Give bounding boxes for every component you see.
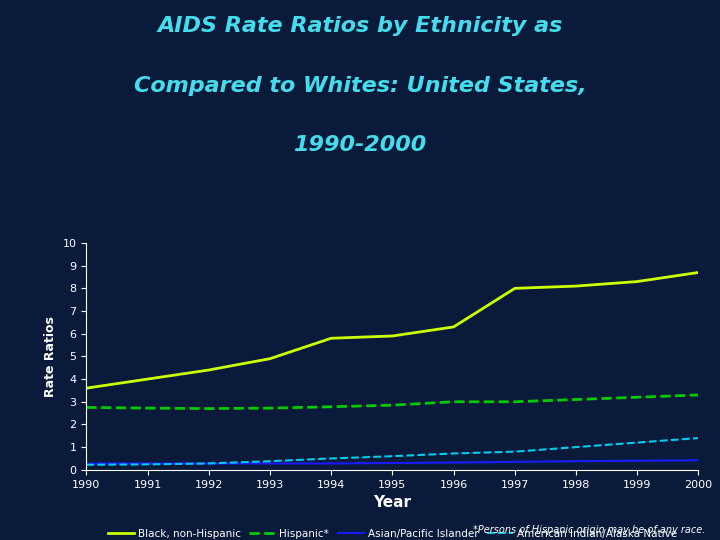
Legend: Black, non-Hispanic, Hispanic*, Asian/Pacific Islander, American Indian/Alaska N: Black, non-Hispanic, Hispanic*, Asian/Pa… — [104, 525, 681, 540]
X-axis label: Year: Year — [374, 495, 411, 510]
Text: Compared to Whites: United States,: Compared to Whites: United States, — [134, 76, 586, 96]
Text: 1990-2000: 1990-2000 — [293, 135, 427, 155]
Text: *Persons of Hispanic origin may be of any race.: *Persons of Hispanic origin may be of an… — [473, 524, 706, 535]
Text: AIDS Rate Ratios by Ethnicity as: AIDS Rate Ratios by Ethnicity as — [157, 16, 563, 36]
Y-axis label: Rate Ratios: Rate Ratios — [44, 316, 57, 397]
